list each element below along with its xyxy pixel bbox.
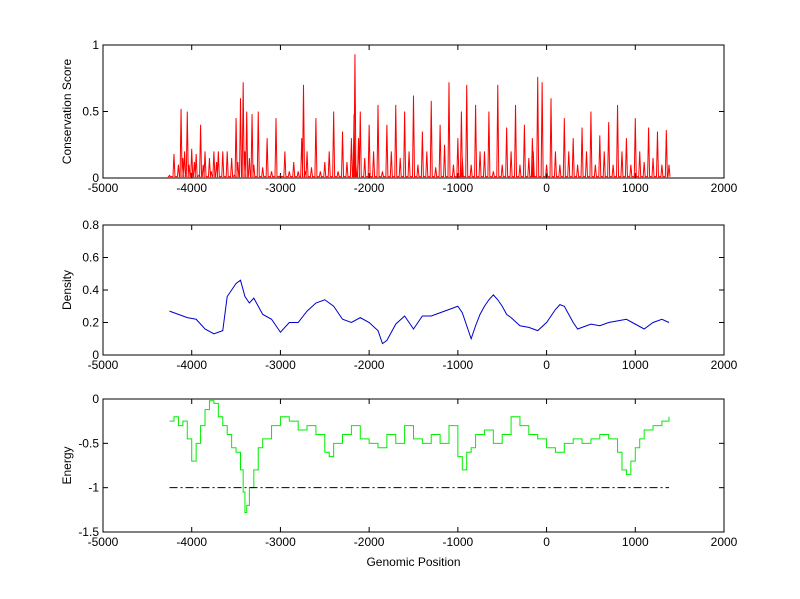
x-tick-label: 0 bbox=[543, 358, 550, 372]
x-tick-label: -3000 bbox=[265, 181, 296, 195]
x-tick-label: 1000 bbox=[622, 535, 649, 549]
x-tick-label: -3000 bbox=[265, 358, 296, 372]
x-tick-label: 1000 bbox=[622, 181, 649, 195]
y-axis-label: Energy bbox=[60, 446, 74, 484]
x-tick-label: 0 bbox=[543, 535, 550, 549]
y-tick-label: -1 bbox=[88, 481, 99, 495]
series-1-line bbox=[169, 400, 670, 513]
y-tick-label: 1 bbox=[92, 38, 99, 52]
subplot-3: -5000 -4000 -3000 -2000 -1000 0 1000 2000 -1.5 -1… bbox=[60, 392, 738, 569]
x-tick-label: 1000 bbox=[622, 358, 649, 372]
y-tick-label: -0.5 bbox=[78, 436, 99, 450]
series-1-line bbox=[167, 54, 671, 178]
y-tick-label: 0.6 bbox=[82, 251, 99, 265]
x-axis-label: Genomic Position bbox=[366, 555, 460, 569]
y-tick-label: 0.8 bbox=[82, 218, 99, 232]
x-tick-label: 2000 bbox=[711, 535, 738, 549]
x-tick-label: -1000 bbox=[443, 181, 474, 195]
y-tick-label: 0 bbox=[92, 348, 99, 362]
x-tick-label: -1000 bbox=[443, 535, 474, 549]
series-1-line bbox=[169, 279, 670, 345]
x-tick-label: 2000 bbox=[711, 358, 738, 372]
x-tick-label: 2000 bbox=[711, 181, 738, 195]
axes-box bbox=[102, 398, 725, 533]
x-tick-label: -4000 bbox=[176, 358, 207, 372]
x-tick-label: -5000 bbox=[88, 181, 119, 195]
y-tick-label: 0 bbox=[92, 392, 99, 406]
x-tick-label: -4000 bbox=[176, 181, 207, 195]
x-tick-label: -5000 bbox=[88, 535, 119, 549]
y-tick-label: -1.5 bbox=[78, 525, 99, 539]
axes-box bbox=[102, 224, 725, 356]
x-tick-label: 0 bbox=[543, 181, 550, 195]
x-tick-label: -5000 bbox=[88, 358, 119, 372]
x-tick-label: -2000 bbox=[354, 358, 385, 372]
y-tick-label: 0.5 bbox=[82, 105, 99, 119]
y-tick-label: 0 bbox=[92, 171, 99, 185]
subplot-1: -5000 -4000 -3000 -2000 -1000 0 1000 2000 0 0.5 1 C… bbox=[60, 38, 738, 195]
x-tick-label: -2000 bbox=[354, 535, 385, 549]
x-tick-label: -3000 bbox=[265, 535, 296, 549]
x-tick-label: -1000 bbox=[443, 358, 474, 372]
x-tick-label: -4000 bbox=[176, 535, 207, 549]
y-tick-label: 0.2 bbox=[82, 316, 99, 330]
subplot-2: -5000 -4000 -3000 -2000 -1000 0 1000 2000 0 0.2 0.… bbox=[60, 218, 738, 372]
y-axis-label: Density bbox=[60, 270, 74, 310]
x-tick-label: -2000 bbox=[354, 181, 385, 195]
y-tick-label: 0.4 bbox=[82, 283, 99, 297]
y-axis-label: Conservation Score bbox=[60, 58, 74, 164]
